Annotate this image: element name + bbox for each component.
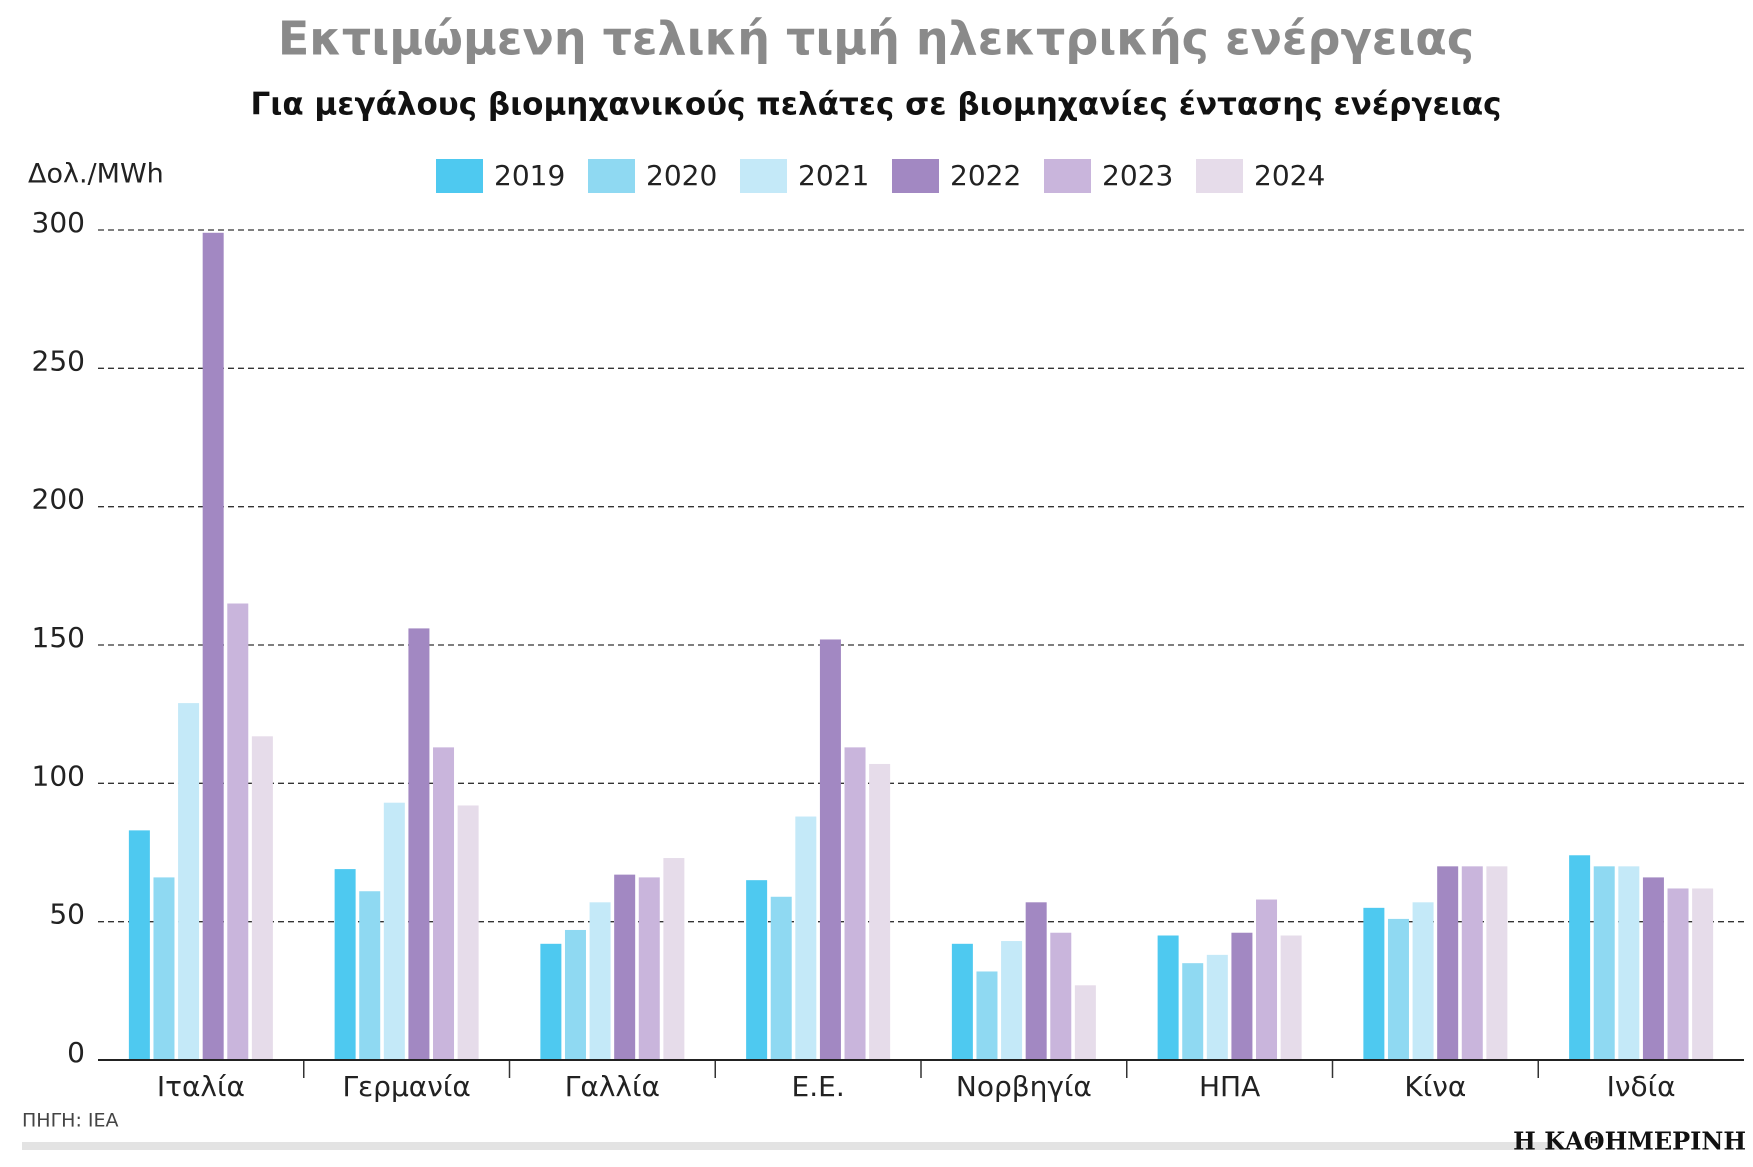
bar xyxy=(1001,941,1023,1060)
bar xyxy=(1437,866,1459,1060)
bar xyxy=(251,736,273,1060)
bar xyxy=(976,971,998,1060)
legend-swatch xyxy=(436,159,483,193)
bar xyxy=(1618,866,1640,1060)
bar xyxy=(202,232,224,1060)
source: ΠΗΓΗ: IEA xyxy=(22,1110,119,1132)
bar xyxy=(227,603,249,1060)
x-tick-label: Γαλλία xyxy=(565,1070,660,1103)
bar xyxy=(564,929,586,1060)
bar xyxy=(1642,877,1664,1060)
brand: Η ΚΑΘΗΜΕΡΙΝΗ xyxy=(1513,1127,1746,1156)
bar xyxy=(334,869,356,1060)
bar xyxy=(1157,935,1179,1060)
legend-label: 2023 xyxy=(1102,159,1173,192)
bar xyxy=(844,747,866,1060)
bar xyxy=(540,943,562,1060)
bar xyxy=(663,858,685,1060)
bar xyxy=(589,902,611,1060)
bar xyxy=(128,830,150,1060)
bar xyxy=(638,877,660,1060)
bar xyxy=(770,896,792,1060)
bar xyxy=(1206,954,1228,1060)
bar xyxy=(1256,899,1278,1060)
bar xyxy=(1182,963,1204,1060)
x-tick-label: Κίνα xyxy=(1404,1070,1466,1103)
legend-swatch xyxy=(740,159,787,193)
legend-swatch xyxy=(892,159,939,193)
x-tick-label: ΗΠΑ xyxy=(1199,1070,1260,1103)
y-tick-label: 150 xyxy=(32,621,85,654)
bar xyxy=(383,802,405,1060)
x-tick-label: Νορβηγία xyxy=(956,1070,1092,1103)
bar xyxy=(1280,935,1302,1060)
bar xyxy=(1692,888,1714,1060)
bar xyxy=(408,628,430,1060)
legend-swatch xyxy=(1196,159,1243,193)
legend-label: 2019 xyxy=(494,159,565,192)
y-tick-label: 100 xyxy=(32,759,85,792)
bar xyxy=(1667,888,1689,1060)
bar xyxy=(178,703,200,1060)
x-tick-label: Γερμανία xyxy=(342,1070,470,1103)
bar xyxy=(951,943,973,1060)
bar xyxy=(433,747,455,1060)
bar xyxy=(795,816,817,1060)
y-tick-label: 300 xyxy=(32,206,85,239)
y-tick-label: 0 xyxy=(67,1036,85,1069)
bar xyxy=(1412,902,1434,1060)
bar xyxy=(1461,866,1483,1060)
bar xyxy=(869,763,891,1060)
x-tick-label: Ιταλία xyxy=(157,1070,245,1103)
footer-bar xyxy=(22,1142,1562,1150)
chart-title: Εκτιμώμενη τελική τιμή ηλεκτρικής ενέργε… xyxy=(278,12,1474,66)
y-axis-label: Δολ./MWh xyxy=(28,159,164,190)
bar xyxy=(1025,902,1047,1060)
x-tick-label: Ε.Ε. xyxy=(792,1070,845,1103)
legend-swatch xyxy=(1044,159,1091,193)
bar xyxy=(1486,866,1508,1060)
bar xyxy=(614,874,636,1060)
chart-subtitle: Για μεγάλους βιομηχανικούς πελάτες σε βι… xyxy=(250,87,1501,123)
legend-label: 2022 xyxy=(950,159,1021,192)
y-tick-label: 250 xyxy=(32,344,85,377)
bar xyxy=(153,877,175,1060)
y-tick-label: 50 xyxy=(49,898,85,931)
bar xyxy=(1074,985,1096,1060)
x-tick-label: Ινδία xyxy=(1607,1070,1676,1103)
bar xyxy=(1231,932,1253,1060)
bar xyxy=(746,880,768,1060)
legend-label: 2020 xyxy=(646,159,717,192)
bar xyxy=(1363,907,1385,1060)
legend-label: 2024 xyxy=(1254,159,1325,192)
bar xyxy=(1593,866,1615,1060)
bar xyxy=(1050,932,1072,1060)
bar xyxy=(359,891,381,1060)
bar xyxy=(1569,855,1591,1060)
bar xyxy=(819,639,841,1060)
legend-swatch xyxy=(588,159,635,193)
bar xyxy=(1387,918,1409,1060)
y-tick-label: 200 xyxy=(32,483,85,516)
bar xyxy=(457,805,479,1060)
legend-label: 2021 xyxy=(798,159,869,192)
